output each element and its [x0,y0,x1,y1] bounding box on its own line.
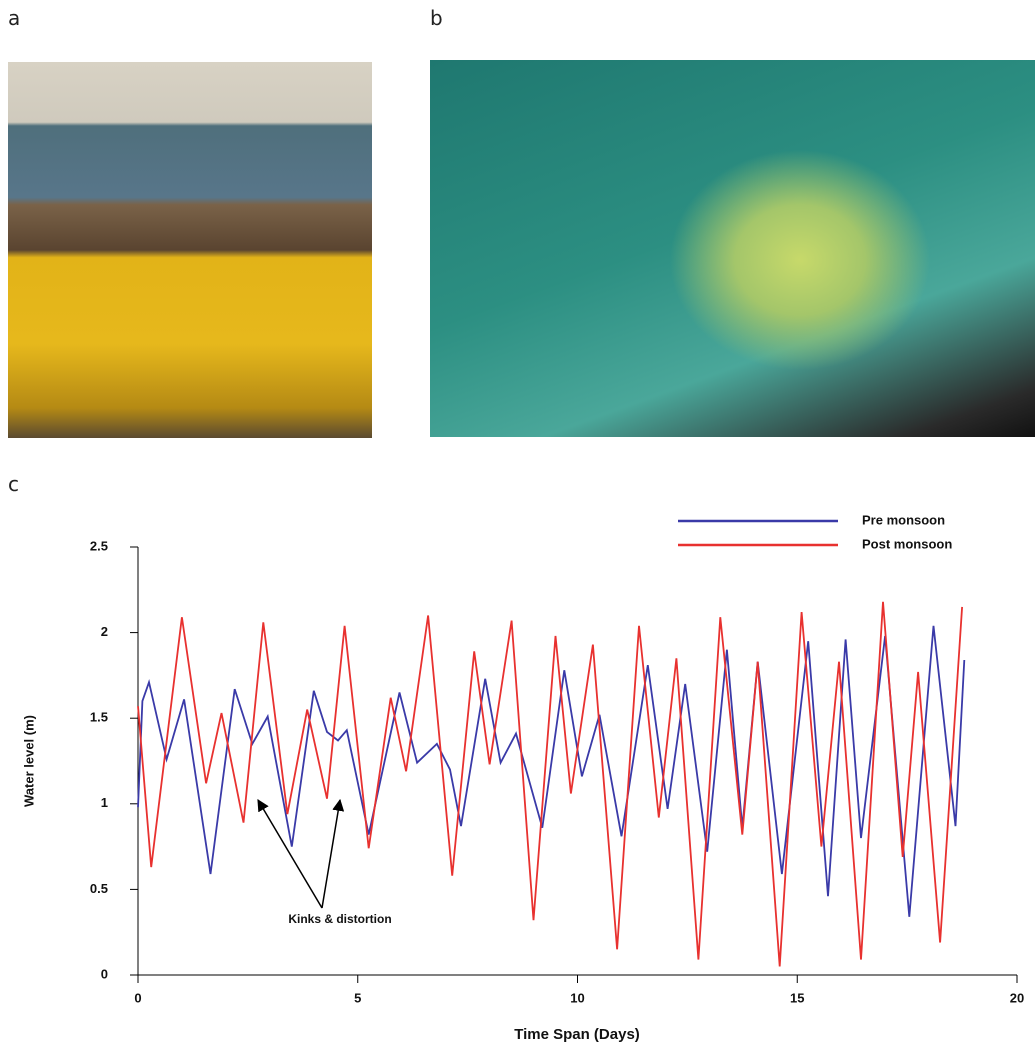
legend-label: Pre monsoon [862,512,945,527]
x-tick-label: 0 [134,990,141,1005]
x-tick-label: 10 [570,990,584,1005]
legend-label: Post monsoon [862,536,952,551]
panel-label: a [8,6,21,30]
y-tick-label: 1 [101,795,108,810]
annotation-arrow [257,798,323,909]
photo-buoy [8,62,372,438]
line-series [137,601,963,967]
x-tick-label: 5 [354,990,361,1005]
annotation-arrow [321,798,345,909]
annotation: Kinks & distortion [288,912,391,926]
y-tick-label: 2.5 [90,538,108,553]
x-axis-label: Time Span (Days) [514,1026,640,1043]
y-tick-label: 0.5 [90,881,108,896]
y-axis-label: Water level (m) [21,715,36,807]
photo-underwater [430,60,1035,437]
x-tick-label: 20 [1010,990,1024,1005]
panel-label: b [430,6,443,30]
panel-label: c [8,472,19,496]
y-tick-label: 1.5 [90,710,108,725]
x-tick-label: 15 [790,990,804,1005]
line-series [137,625,966,917]
y-tick-label: 0 [101,966,108,981]
y-tick-label: 2 [101,624,108,639]
